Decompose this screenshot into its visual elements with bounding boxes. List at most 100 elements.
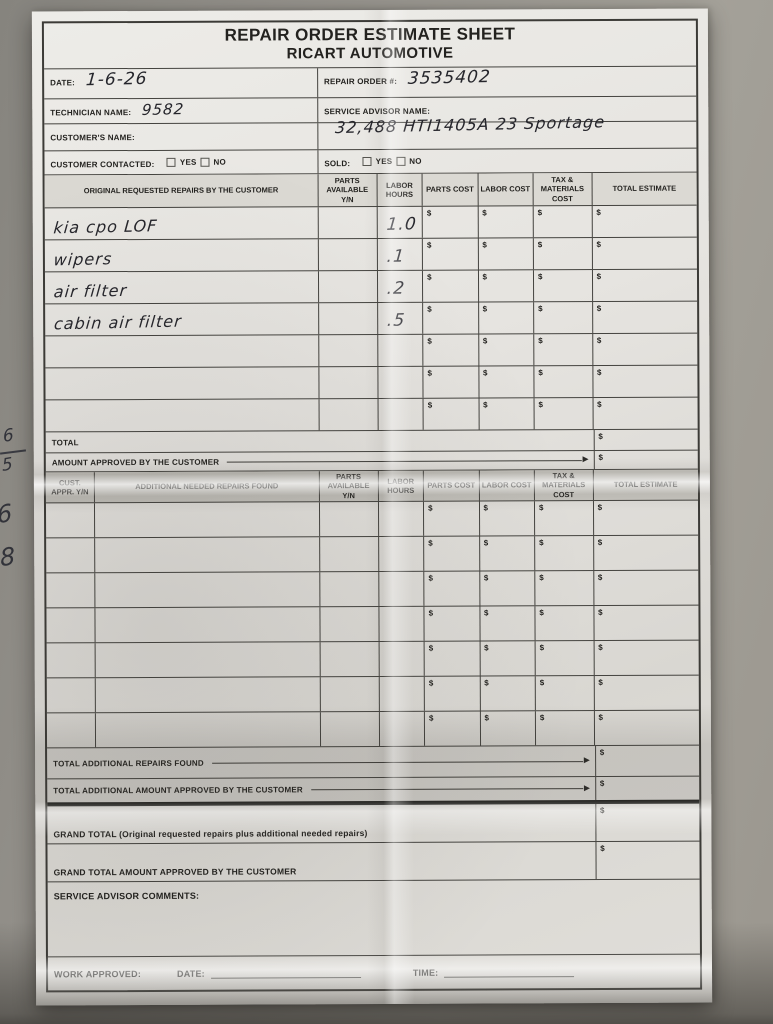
- parts-available-cell: [318, 270, 378, 303]
- table-row: $ $ $ $: [46, 640, 699, 679]
- dollar-sign: $: [482, 368, 488, 378]
- dollar-sign: $: [538, 336, 543, 346]
- parts-cost-cell: $: [425, 711, 481, 746]
- dollar-sign: $: [596, 335, 602, 346]
- amount-approved-cell: $: [593, 450, 698, 470]
- labor-cost-cell: $: [480, 676, 536, 711]
- labor-cost-cell: $: [478, 270, 535, 302]
- dollar-sign: $: [538, 400, 543, 410]
- labor-hours-cell: .1: [377, 238, 424, 270]
- labor-cost-cell: $: [479, 571, 536, 606]
- parts-available-cell: [320, 711, 380, 747]
- labor-hours-cell: [377, 366, 424, 398]
- dollar-sign: $: [426, 240, 432, 250]
- date-signature-line: [210, 967, 361, 979]
- total-additional-approved-amount-cell: $: [594, 776, 700, 801]
- parts-cost-cell: $: [423, 366, 480, 398]
- customer-name-field: CUSTOMER'S NAME:: [44, 123, 319, 151]
- total-estimate-cell: $: [593, 398, 697, 429]
- dollar-sign: $: [427, 304, 432, 314]
- total-label-cell: TOTAL: [46, 430, 594, 452]
- technician-field: TECHNICIAN NAME: 9582: [44, 98, 319, 124]
- labor-hours-cell: [378, 398, 424, 430]
- form-title-block: REPAIR ORDER ESTIMATE SHEET RICART AUTOM…: [43, 20, 697, 70]
- column-header: LABOR COST: [478, 173, 534, 206]
- customer-name-row: CUSTOMER'S NAME: 32,488 HTI1405A 23 Spor…: [44, 112, 697, 152]
- labor-hours-cell: [379, 711, 426, 746]
- dollar-sign: $: [428, 503, 433, 513]
- labor-cost-cell: $: [479, 398, 535, 430]
- additional-repair-description-cell: [94, 502, 320, 538]
- total-estimate-cell: $: [594, 676, 698, 710]
- table-row: air filter .2 $ $ $ $: [44, 269, 698, 305]
- repair-order-label: REPAIR ORDER #:: [323, 76, 398, 87]
- column-header: TAX & MATERIALS COST: [533, 173, 593, 206]
- total-estimate-cell: $: [592, 206, 696, 237]
- parts-available-cell: [319, 501, 379, 537]
- additional-repairs-header: CUST. APPR. Y/N ADDITIONAL NEEDED REPAIR…: [45, 469, 698, 504]
- dollar-sign: $: [483, 538, 489, 548]
- vehicle-note-field: 32,488 HTI1405A 23 Sportage: [318, 112, 696, 150]
- total-label: TOTAL: [51, 437, 79, 447]
- parts-cost-cell: $: [424, 501, 480, 536]
- dollar-sign: $: [482, 336, 488, 346]
- table-row: kia cpo LOF 1.0 $ $ $ $: [44, 205, 697, 241]
- customer-contacted-no-checkbox: [200, 157, 210, 167]
- total-estimate-cell: $: [592, 238, 696, 269]
- column-header: PARTS COST: [422, 173, 479, 206]
- repair-description-cell: [45, 335, 320, 368]
- parts-cost-cell: $: [424, 676, 481, 711]
- dollar-sign: $: [599, 747, 605, 758]
- parts-available-cell: [320, 676, 380, 712]
- column-header: PARTS AVAILABLE Y/N: [318, 173, 378, 207]
- table-row: $ $ $ $: [46, 710, 700, 749]
- total-estimate-cell: $: [594, 536, 698, 570]
- total-estimate-cell: $: [594, 571, 698, 605]
- customer-approval-cell: [46, 573, 96, 608]
- sold-label: SOLD:: [324, 159, 351, 169]
- labor-hours-handwritten-value: 1.0: [385, 214, 418, 235]
- date-label: DATE:: [176, 968, 205, 979]
- additional-repairs-body: $ $ $ $ $ $ $ $ $ $ $ $ $ $ $ $: [45, 500, 700, 749]
- margin-handwriting: 5: [1, 454, 14, 476]
- technician-handwritten-value: 9582: [141, 100, 186, 120]
- grand-total-amount-cell: $: [594, 803, 700, 842]
- labor-hours-cell: [378, 501, 425, 536]
- repair-handwritten-text: air filter: [53, 280, 128, 302]
- customer-approval-cell: [46, 713, 96, 748]
- tax-materials-cost-cell: $: [534, 366, 594, 398]
- contacted-sold-row: CUSTOMER CONTACTED: YES NO SOLD: YES NO: [44, 148, 697, 176]
- total-estimate-cell: $: [594, 641, 698, 675]
- customer-name-label: CUSTOMER'S NAME:: [50, 133, 135, 143]
- tax-materials-cost-cell: $: [535, 536, 594, 571]
- original-repairs-header: ORIGINAL REQUESTED REPAIRS BY THE CUSTOM…: [44, 172, 697, 209]
- dollar-sign: $: [539, 678, 545, 688]
- table-row: $ $ $ $: [45, 500, 699, 539]
- total-row: TOTAL $: [45, 429, 698, 454]
- column-header: ORIGINAL REQUESTED REPAIRS BY THE CUSTOM…: [44, 174, 319, 208]
- margin-handwriting: 8: [0, 541, 17, 573]
- grand-total-approved-label-cell: GRAND TOTAL AMOUNT APPROVED BY THE CUSTO…: [47, 842, 595, 881]
- margin-pen-stroke: [0, 449, 27, 455]
- date-field: DATE: 1-6-26: [44, 68, 319, 99]
- tax-materials-cost-cell: $: [533, 238, 593, 270]
- total-estimate-cell: $: [593, 302, 697, 333]
- customer-approval-cell: [45, 503, 96, 538]
- dollar-sign: $: [539, 643, 545, 653]
- grand-total-label: GRAND TOTAL (Original requested repairs …: [53, 828, 368, 840]
- total-additional-approved-label-cell: TOTAL ADDITIONAL AMOUNT APPROVED BY THE …: [47, 777, 595, 802]
- dollar-sign: $: [482, 240, 487, 250]
- dollar-sign: $: [482, 208, 487, 218]
- parts-available-cell: [319, 366, 379, 399]
- labor-cost-cell: $: [478, 334, 535, 366]
- margin-handwriting: 6: [0, 498, 14, 530]
- column-header: TOTAL ESTIMATE: [613, 479, 678, 490]
- tax-materials-cost-cell: $: [534, 398, 594, 430]
- column-header: LABOR HOURS: [377, 173, 423, 206]
- dollar-sign: $: [600, 843, 605, 854]
- dollar-sign: $: [483, 608, 489, 618]
- date-handwritten-value: 1-6-26: [85, 68, 149, 91]
- parts-cost-cell: $: [422, 206, 479, 238]
- tax-materials-cost-cell: $: [535, 676, 595, 711]
